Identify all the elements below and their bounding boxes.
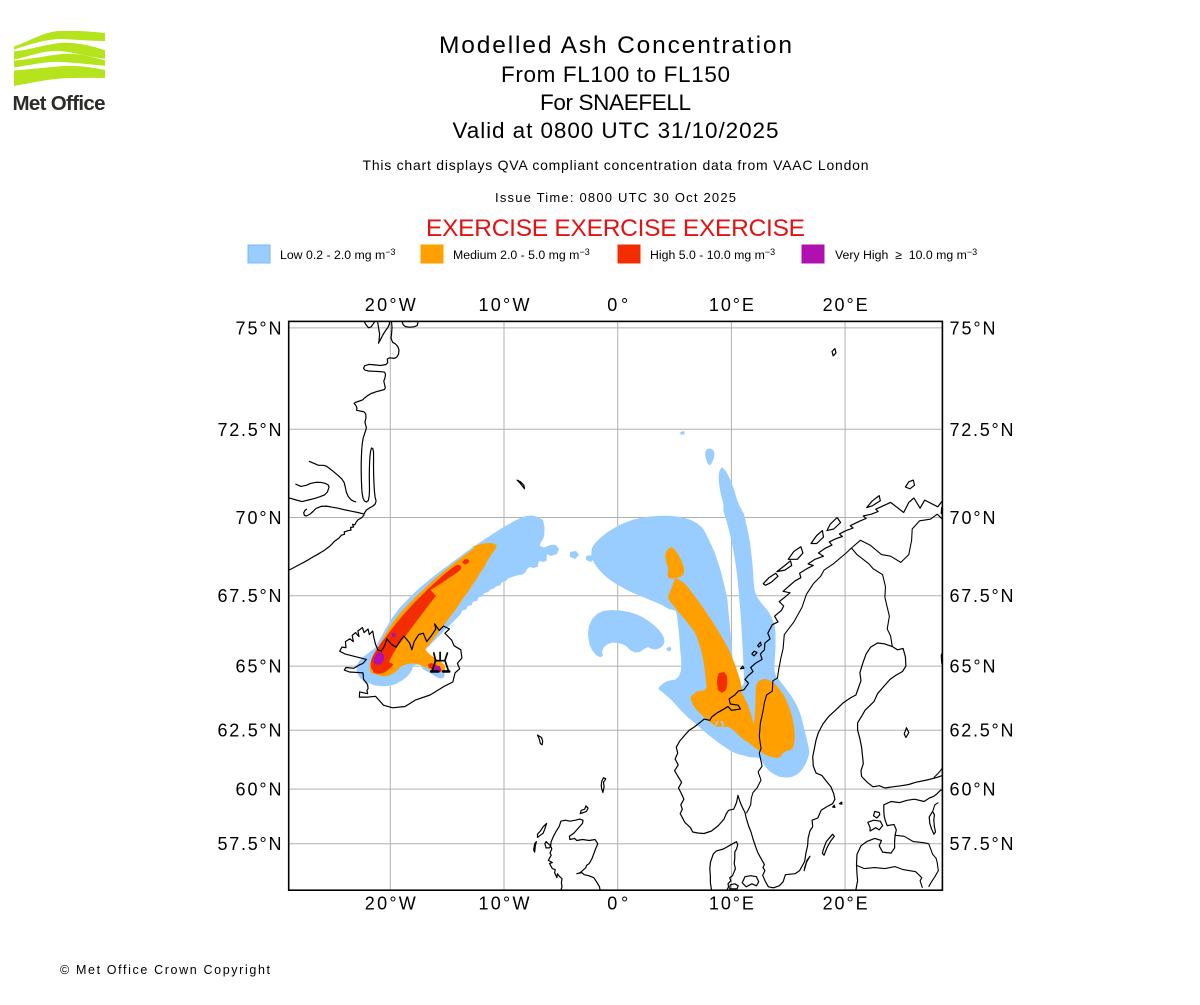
svg-text:EXERCISE EXERCISE EXERCISE: EXERCISE EXERCISE EXERCISE <box>426 215 805 242</box>
svg-text:72.5°N: 72.5°N <box>218 420 282 440</box>
svg-text:75°N: 75°N <box>236 318 282 338</box>
svg-text:70°N: 70°N <box>950 508 996 528</box>
svg-text:20°W: 20°W <box>365 295 416 315</box>
svg-text:60°N: 60°N <box>950 780 996 800</box>
svg-text:75°N: 75°N <box>950 318 996 338</box>
svg-text:60°N: 60°N <box>236 780 282 800</box>
svg-text:65°N: 65°N <box>950 657 996 677</box>
svg-text:62.5°N: 62.5°N <box>218 721 282 741</box>
svg-text:70°N: 70°N <box>236 508 282 528</box>
svg-text:Low 0.2 - 2.0 mg m−3: Low 0.2 - 2.0 mg m−3 <box>280 247 396 262</box>
svg-text:Valid at 0800 UTC 31/10/2025: Valid at 0800 UTC 31/10/2025 <box>453 118 779 143</box>
svg-text:20°W: 20°W <box>365 894 416 914</box>
svg-text:72.5°N: 72.5°N <box>950 420 1014 440</box>
svg-text:High 5.0 - 10.0 mg m−3: High 5.0 - 10.0 mg m−3 <box>650 247 775 262</box>
svg-text:10°W: 10°W <box>479 295 530 315</box>
svg-text:© Met Office Crown Copyright: © Met Office Crown Copyright <box>60 963 271 977</box>
svg-text:57.5°N: 57.5°N <box>950 834 1014 854</box>
svg-text:57.5°N: 57.5°N <box>218 834 282 854</box>
svg-text:65°N: 65°N <box>236 657 282 677</box>
svg-text:10°W: 10°W <box>479 894 530 914</box>
svg-text:Met Office: Met Office <box>13 92 106 115</box>
svg-text:This chart displays QVA compli: This chart displays QVA compliant concen… <box>363 157 869 173</box>
svg-text:67.5°N: 67.5°N <box>950 586 1014 606</box>
svg-text:For SNAEFELL: For SNAEFELL <box>540 90 691 115</box>
svg-text:From FL100 to FL150: From FL100 to FL150 <box>501 62 730 87</box>
svg-text:Medium 2.0 - 5.0 mg m−3: Medium 2.0 - 5.0 mg m−3 <box>453 247 590 262</box>
svg-text:62.5°N: 62.5°N <box>950 721 1014 741</box>
svg-text:Very High ≥ 10.0 mg m−3: Very High ≥ 10.0 mg m−3 <box>835 247 977 262</box>
svg-text:Issue Time: 0800 UTC 30 Oct 20: Issue Time: 0800 UTC 30 Oct 2025 <box>495 190 736 205</box>
svg-text:67.5°N: 67.5°N <box>218 586 282 606</box>
